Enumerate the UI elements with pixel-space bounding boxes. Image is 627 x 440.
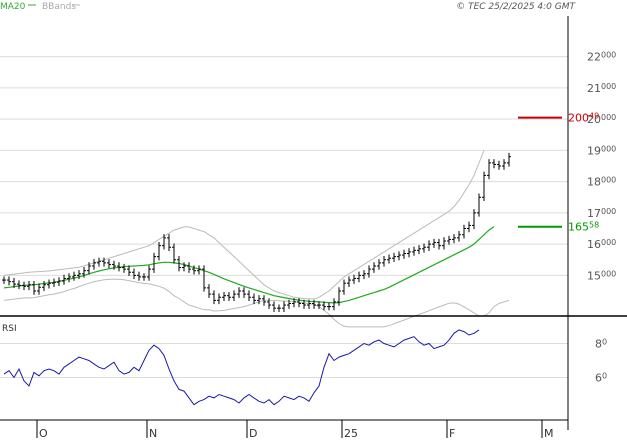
rsi-line xyxy=(3,329,480,406)
level-label: 20049 xyxy=(568,112,599,125)
price-levels: 20049 16558 xyxy=(518,112,599,234)
time-axis: O N D 25 F M xyxy=(36,420,554,440)
ma20-legend-label: MA20 xyxy=(0,2,26,12)
time-tick-label: D xyxy=(249,427,257,440)
price-tick-label: 20000 xyxy=(587,113,616,126)
price-tick-label: 16000 xyxy=(587,238,616,251)
price-tick-label: 18000 xyxy=(587,176,616,189)
price-tick-label: 22000 xyxy=(587,51,616,64)
bb-lower-line xyxy=(3,278,510,328)
ma20-line xyxy=(3,226,495,304)
bbands-legend-label: BBands xyxy=(42,2,76,12)
ma20-path xyxy=(3,226,495,304)
time-tick-label: O xyxy=(39,427,48,440)
time-tick-label: M xyxy=(544,427,554,440)
price-tick-label: 15000 xyxy=(587,269,616,282)
time-tick-label: N xyxy=(149,427,157,440)
price-tick-label: 17000 xyxy=(587,207,616,220)
rsi-grid xyxy=(0,343,568,378)
price-panel: 15000 16000 17000 18000 19000 20000 21000 22000… xyxy=(0,51,616,328)
rsi-tick-label: 60 xyxy=(595,372,607,385)
price-bars xyxy=(2,152,511,312)
rsi-panel: RSI 60 80 xyxy=(0,324,607,406)
price-tick-label: 19000 xyxy=(587,144,616,157)
price-grid xyxy=(0,56,568,276)
rsi-tick-label: 80 xyxy=(595,338,607,351)
source-label: © TEC 25/2/2025 4:0 GMT xyxy=(456,2,576,12)
rsi-path xyxy=(3,329,480,406)
time-tick-label: 25 xyxy=(344,427,358,440)
price-tick-label: 21000 xyxy=(587,82,616,95)
time-tick-label: F xyxy=(449,427,455,440)
price-axis: 15000 16000 17000 18000 19000 20000 21000 22000 xyxy=(587,51,616,283)
level-label: 16558 xyxy=(568,221,599,234)
bb-upper-line xyxy=(3,150,485,300)
chart-header: MA20 BBands © TEC 25/2/2025 4:0 GMT xyxy=(0,2,577,12)
rsi-label: RSI xyxy=(2,324,17,334)
rsi-axis: 60 80 xyxy=(595,338,607,385)
bollinger-bands xyxy=(3,150,510,328)
